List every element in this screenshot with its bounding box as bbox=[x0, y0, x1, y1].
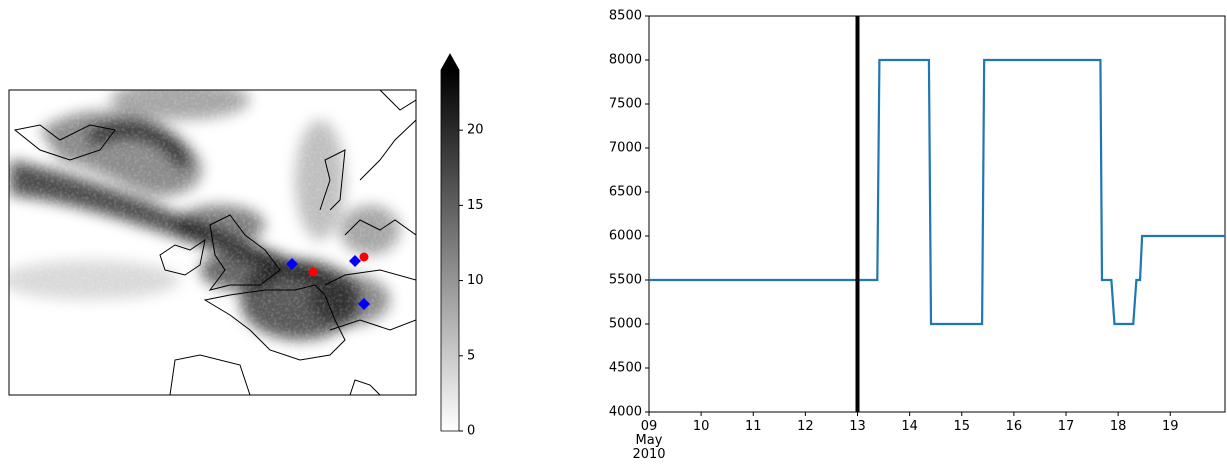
y-tick-label: 6500 bbox=[609, 185, 642, 200]
y-tick-label: 5000 bbox=[609, 317, 642, 332]
colorbar bbox=[441, 70, 459, 431]
y-tick-label: 7000 bbox=[609, 141, 642, 156]
colorbar-frame bbox=[440, 53, 460, 432]
x-tick-label: 12 bbox=[797, 419, 814, 434]
x-tick-label: 14 bbox=[901, 419, 918, 434]
map-markers bbox=[286, 252, 370, 310]
x-tick-label: 15 bbox=[953, 419, 971, 434]
x-tick-label: 19 bbox=[1161, 419, 1179, 434]
y-tick-label: 4000 bbox=[609, 405, 642, 420]
map-frame bbox=[8, 89, 417, 396]
x-tick-label: 09 May 2010 bbox=[632, 419, 666, 462]
x-tick-label: 16 bbox=[1005, 419, 1023, 434]
colorbar-tick-label: 20 bbox=[467, 123, 484, 138]
y-tick-label: 8500 bbox=[609, 9, 642, 24]
map bbox=[9, 90, 416, 395]
colorbar-tick-label: 5 bbox=[467, 348, 475, 363]
x-tick-label: 10 bbox=[692, 419, 710, 434]
x-tick-label: 13 bbox=[849, 419, 866, 434]
plot-frame bbox=[648, 15, 1226, 413]
colorbar-tick-label: 0 bbox=[467, 424, 475, 439]
colorbar-tick-label: 15 bbox=[467, 198, 484, 213]
x-tick-label: 17 bbox=[1057, 419, 1075, 434]
y-tick-label: 7500 bbox=[609, 97, 642, 112]
y-tick-label: 6000 bbox=[609, 229, 642, 244]
colorbar-extend bbox=[441, 54, 459, 70]
colorbar-tick-label: 10 bbox=[467, 273, 484, 288]
y-tick-label: 8000 bbox=[609, 53, 642, 68]
x-tick-label: 11 bbox=[744, 419, 762, 434]
data-line bbox=[649, 58, 1225, 326]
y-tick-label: 5500 bbox=[609, 273, 642, 288]
x-tick-label: 18 bbox=[1109, 419, 1127, 434]
y-tick-label: 4500 bbox=[609, 361, 642, 376]
